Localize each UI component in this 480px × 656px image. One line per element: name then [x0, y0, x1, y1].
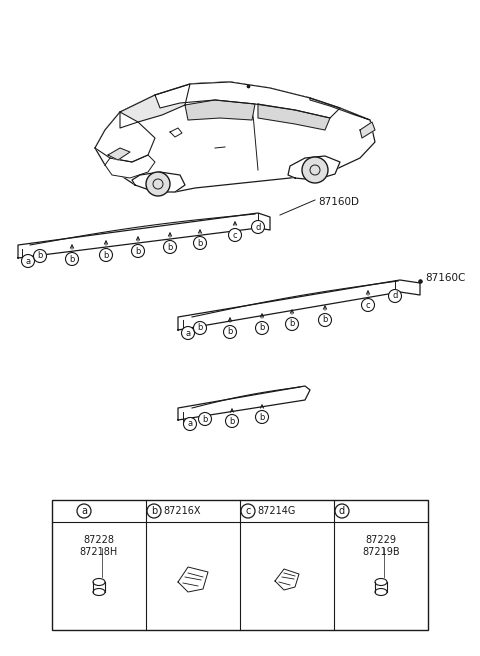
Circle shape: [181, 327, 194, 340]
Circle shape: [228, 228, 241, 241]
Text: b: b: [168, 243, 173, 251]
Text: a: a: [187, 419, 192, 428]
Circle shape: [22, 255, 35, 268]
Polygon shape: [95, 82, 375, 192]
Circle shape: [226, 415, 239, 428]
Text: b: b: [197, 323, 203, 333]
Polygon shape: [185, 100, 255, 120]
Text: 87216X: 87216X: [163, 506, 201, 516]
Text: c: c: [245, 506, 251, 516]
Circle shape: [361, 298, 374, 312]
Circle shape: [255, 411, 268, 424]
Circle shape: [302, 157, 328, 183]
Circle shape: [193, 237, 206, 249]
Circle shape: [224, 325, 237, 338]
Text: 87228: 87228: [84, 535, 115, 545]
Text: 87160D: 87160D: [318, 197, 359, 207]
Circle shape: [146, 172, 170, 196]
Polygon shape: [155, 82, 340, 118]
Circle shape: [193, 321, 206, 335]
Text: b: b: [103, 251, 108, 260]
Circle shape: [252, 220, 264, 234]
Text: 87229: 87229: [365, 535, 396, 545]
Text: b: b: [69, 255, 75, 264]
Text: a: a: [81, 506, 87, 516]
Circle shape: [132, 245, 144, 258]
Text: c: c: [366, 300, 370, 310]
Polygon shape: [178, 567, 208, 592]
Text: 87218H: 87218H: [80, 547, 118, 557]
Text: a: a: [25, 256, 31, 266]
Text: 87219B: 87219B: [362, 547, 400, 557]
Circle shape: [34, 249, 47, 262]
Circle shape: [147, 504, 161, 518]
Text: b: b: [229, 417, 235, 426]
Circle shape: [164, 241, 177, 253]
Polygon shape: [178, 386, 310, 420]
Text: a: a: [185, 329, 191, 337]
Polygon shape: [95, 112, 155, 162]
Circle shape: [335, 504, 349, 518]
Text: d: d: [255, 222, 261, 232]
Text: b: b: [202, 415, 208, 424]
Text: d: d: [339, 506, 345, 516]
Circle shape: [241, 504, 255, 518]
Text: 87214G: 87214G: [257, 506, 295, 516]
Text: b: b: [322, 316, 328, 325]
Text: b: b: [151, 506, 157, 516]
Polygon shape: [288, 156, 340, 180]
Polygon shape: [275, 569, 299, 590]
Text: b: b: [228, 327, 233, 337]
Text: b: b: [197, 239, 203, 247]
Text: b: b: [135, 247, 141, 255]
Circle shape: [183, 417, 196, 430]
Polygon shape: [310, 98, 370, 120]
Circle shape: [286, 318, 299, 331]
Polygon shape: [132, 172, 185, 192]
Polygon shape: [170, 128, 182, 137]
Circle shape: [77, 504, 91, 518]
Text: b: b: [259, 413, 264, 422]
Text: b: b: [259, 323, 264, 333]
Circle shape: [199, 413, 212, 426]
Text: b: b: [289, 319, 295, 329]
Polygon shape: [178, 280, 420, 330]
Polygon shape: [120, 84, 190, 128]
Polygon shape: [105, 155, 155, 178]
Text: c: c: [233, 230, 237, 239]
Bar: [52, 500, 428, 630]
Circle shape: [99, 249, 112, 262]
Text: b: b: [37, 251, 43, 260]
Circle shape: [388, 289, 401, 302]
Text: d: d: [392, 291, 398, 300]
Polygon shape: [108, 148, 130, 160]
Polygon shape: [360, 122, 375, 138]
Polygon shape: [18, 213, 270, 258]
Circle shape: [319, 314, 332, 327]
Circle shape: [65, 253, 79, 266]
Text: 87160C: 87160C: [425, 273, 466, 283]
Polygon shape: [258, 104, 330, 130]
Circle shape: [255, 321, 268, 335]
